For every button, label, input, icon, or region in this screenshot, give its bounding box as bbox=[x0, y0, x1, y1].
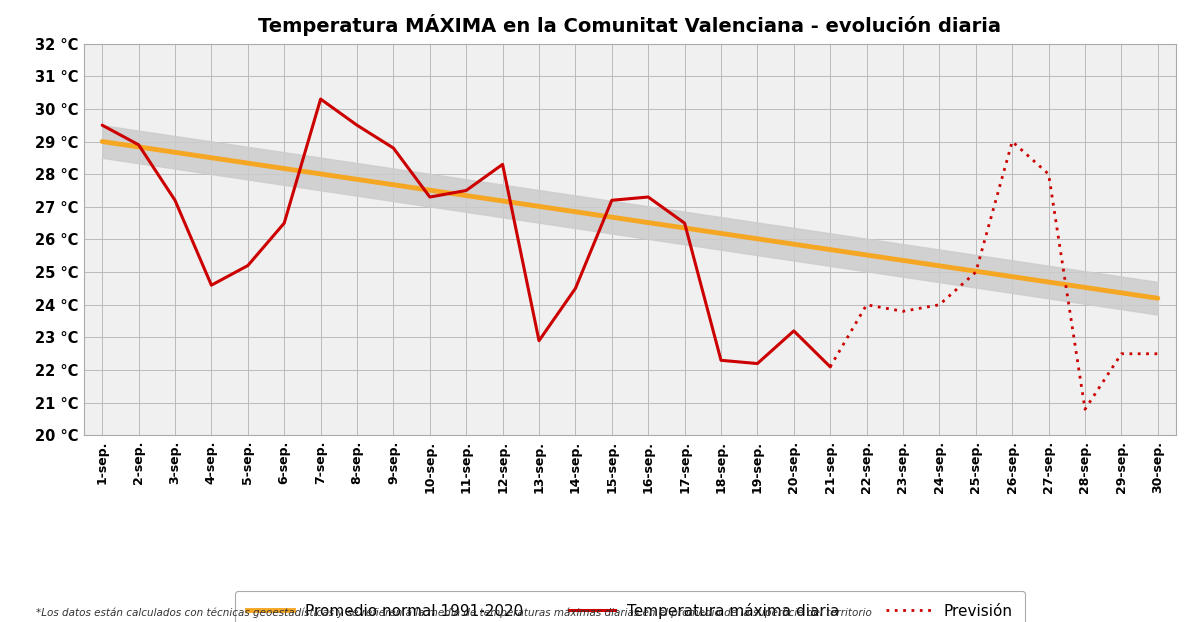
Title: Temperatura MÁXIMA en la Comunitat Valenciana - evolución diaria: Temperatura MÁXIMA en la Comunitat Valen… bbox=[258, 14, 1002, 37]
Text: *Los datos están calculados con técnicas geoestadísticas y se refieren a la medi: *Los datos están calculados con técnicas… bbox=[36, 607, 872, 618]
Legend: Promedio normal 1991-2020, Temperatura máxima diaria, Previsión: Promedio normal 1991-2020, Temperatura m… bbox=[235, 591, 1025, 622]
